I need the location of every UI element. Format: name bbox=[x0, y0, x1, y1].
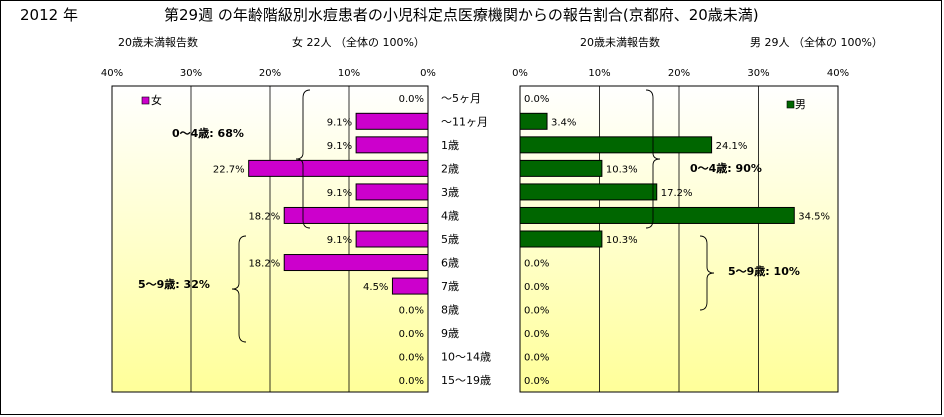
male-bar bbox=[519, 230, 603, 248]
female-data-label: 0.0% bbox=[399, 329, 424, 340]
female-bar bbox=[355, 183, 429, 201]
male-data-label: 0.0% bbox=[524, 353, 549, 364]
male-group-label-0-4: 0～4歳: 90% bbox=[690, 161, 762, 175]
male-bar bbox=[519, 183, 658, 201]
female-bar bbox=[355, 136, 429, 154]
female-data-label: 9.1% bbox=[327, 117, 352, 128]
female-bar bbox=[391, 277, 429, 295]
male-data-label: 0.0% bbox=[524, 376, 549, 387]
category-label: 15～19歳 bbox=[441, 374, 491, 387]
male-brace-0-4 bbox=[645, 89, 661, 229]
male-data-label: 0.0% bbox=[524, 94, 549, 105]
female-brace-0-4 bbox=[295, 89, 311, 229]
female-bar bbox=[283, 206, 429, 224]
male-bar bbox=[519, 112, 548, 130]
female-tick-label: 40% bbox=[101, 68, 123, 79]
male-data-label: 17.2% bbox=[661, 188, 693, 199]
female-group-label-5-9: 5～9歳: 32% bbox=[138, 277, 210, 291]
female-tick-label: 20% bbox=[259, 68, 281, 79]
male-tick-label: 30% bbox=[747, 68, 769, 79]
male-tick-label: 20% bbox=[668, 68, 690, 79]
category-label: 9歳 bbox=[441, 327, 459, 340]
category-label: 1歳 bbox=[441, 139, 459, 152]
male-data-label: 34.5% bbox=[798, 211, 830, 222]
female-data-label: 9.1% bbox=[327, 235, 352, 246]
category-label: 3歳 bbox=[441, 186, 459, 199]
female-data-label: 22.7% bbox=[213, 164, 245, 175]
male-data-label: 10.3% bbox=[606, 235, 638, 246]
female-tick-label: 0% bbox=[420, 68, 436, 79]
category-label: 5歳 bbox=[441, 233, 459, 246]
female-data-label: 0.0% bbox=[399, 306, 424, 317]
female-brace-5-9 bbox=[231, 235, 247, 343]
male-data-label: 3.4% bbox=[551, 117, 576, 128]
male-bar bbox=[519, 206, 795, 224]
female-subtitle-right: 女 22人 （全体の 100%） bbox=[292, 36, 425, 49]
female-legend-swatch bbox=[141, 96, 150, 105]
male-tick-label: 10% bbox=[588, 68, 610, 79]
male-data-label: 0.0% bbox=[524, 282, 549, 293]
category-label: 4歳 bbox=[441, 209, 459, 222]
chart-year: 2012 年 bbox=[20, 6, 78, 24]
female-data-label: 0.0% bbox=[399, 353, 424, 364]
male-data-label: 10.3% bbox=[606, 164, 638, 175]
category-label: ～11ヶ月 bbox=[441, 115, 488, 128]
female-tick-label: 30% bbox=[180, 68, 202, 79]
male-subtitle-left: 20歳未満報告数 bbox=[580, 36, 660, 49]
male-bar bbox=[519, 159, 603, 177]
female-data-label: 4.5% bbox=[363, 282, 388, 293]
female-data-label: 0.0% bbox=[399, 94, 424, 105]
female-group-label-0-4: 0～4歳: 68% bbox=[172, 126, 244, 140]
male-group-label-5-9: 5～9歳: 10% bbox=[728, 264, 800, 278]
category-label: 10～14歳 bbox=[441, 351, 491, 364]
category-label: 6歳 bbox=[441, 257, 459, 270]
female-data-label: 18.2% bbox=[248, 211, 280, 222]
female-data-label: 9.1% bbox=[327, 188, 352, 199]
male-legend-swatch bbox=[786, 100, 795, 109]
male-data-label: 24.1% bbox=[716, 141, 748, 152]
female-bar bbox=[355, 230, 429, 248]
female-data-label: 9.1% bbox=[327, 141, 352, 152]
female-data-label: 0.0% bbox=[399, 376, 424, 387]
category-label: 2歳 bbox=[441, 162, 459, 175]
female-bar bbox=[355, 112, 429, 130]
male-bar bbox=[519, 136, 713, 154]
female-legend-label: 女 bbox=[151, 93, 162, 107]
male-data-label: 0.0% bbox=[524, 259, 549, 270]
male-legend-label: 男 bbox=[795, 98, 806, 111]
male-tick-label: 0% bbox=[512, 68, 528, 79]
category-label: 7歳 bbox=[441, 280, 459, 293]
male-subtitle-right: 男 29人 （全体の 100%） bbox=[750, 36, 883, 49]
chart-title: 第29週 の年齢階級別水痘患者の小児科定点医療機関からの報告割合(京都府、20歳… bbox=[164, 6, 759, 24]
category-label: ～5ヶ月 bbox=[441, 92, 481, 105]
category-label: 8歳 bbox=[441, 304, 459, 317]
male-tick-label: 40% bbox=[827, 68, 849, 79]
female-tick-label: 10% bbox=[338, 68, 360, 79]
female-subtitle-left: 20歳未満報告数 bbox=[118, 36, 198, 49]
male-brace-5-9 bbox=[699, 235, 715, 311]
male-data-label: 0.0% bbox=[524, 306, 549, 317]
female-bar bbox=[248, 159, 429, 177]
female-bar bbox=[283, 254, 429, 272]
female-data-label: 18.2% bbox=[248, 259, 280, 270]
male-data-label: 0.0% bbox=[524, 329, 549, 340]
